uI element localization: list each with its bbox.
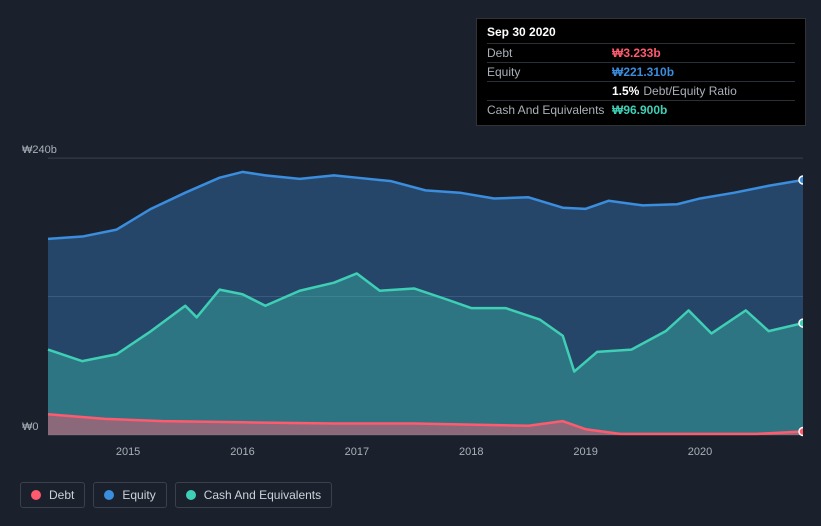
x-axis-label: 2019 (573, 446, 597, 458)
tooltip-row-value: ₩3.233b (612, 46, 661, 60)
tooltip-row-label: Equity (487, 65, 612, 79)
tooltip-date: Sep 30 2020 (487, 25, 795, 43)
financial-chart: ₩0₩240b201520162017201820192020 (18, 120, 803, 440)
series-end-marker (799, 319, 803, 327)
tooltip-row: Equity₩221.310b (487, 62, 795, 81)
tooltip-row: Debt₩3.233b (487, 43, 795, 62)
legend-label: Debt (49, 488, 74, 502)
tooltip-row: 1.5% Debt/Equity Ratio (487, 81, 795, 100)
tooltip-row-value: ₩221.310b (612, 65, 674, 79)
tooltip-row: Cash And Equivalents₩96.900b (487, 100, 795, 119)
chart-legend: Debt Equity Cash And Equivalents (20, 482, 332, 508)
y-axis-label: ₩0 (22, 421, 39, 433)
x-axis-label: 2017 (345, 446, 369, 458)
tooltip-row-value: 1.5% (612, 84, 639, 98)
series-end-marker (799, 176, 803, 184)
tooltip-row-value: ₩96.900b (612, 103, 667, 117)
legend-dot (31, 490, 41, 500)
legend-item-debt[interactable]: Debt (20, 482, 85, 508)
y-axis-label: ₩240b (22, 144, 57, 156)
series-end-marker (799, 428, 803, 436)
legend-label: Cash And Equivalents (204, 488, 321, 502)
x-axis-label: 2018 (459, 446, 483, 458)
chart-tooltip: Sep 30 2020 Debt₩3.233bEquity₩221.310b1.… (476, 18, 806, 126)
legend-dot (186, 490, 196, 500)
x-axis-label: 2015 (116, 446, 140, 458)
legend-dot (104, 490, 114, 500)
legend-item-cash-and-equivalents[interactable]: Cash And Equivalents (175, 482, 332, 508)
tooltip-row-label (487, 84, 612, 98)
x-axis-label: 2020 (688, 446, 712, 458)
x-axis-label: 2016 (230, 446, 254, 458)
legend-item-equity[interactable]: Equity (93, 482, 166, 508)
legend-label: Equity (122, 488, 155, 502)
tooltip-row-label: Cash And Equivalents (487, 103, 612, 117)
tooltip-row-label: Debt (487, 46, 612, 60)
tooltip-row-note: Debt/Equity Ratio (643, 84, 736, 98)
